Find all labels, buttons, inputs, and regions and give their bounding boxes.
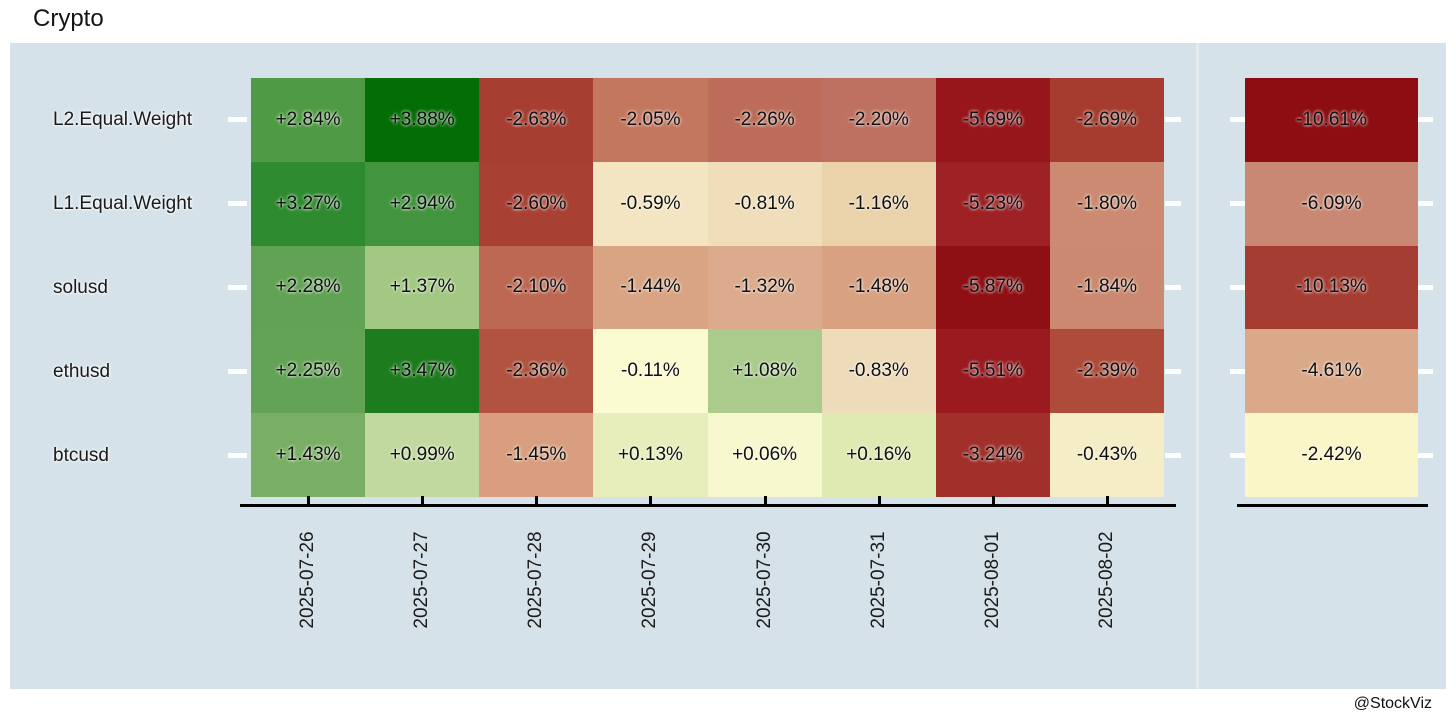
heatmap-cell: +2.94%: [365, 161, 480, 246]
x-axis-label: 2025-08-01: [982, 531, 1003, 629]
heatmap-cell: +2.84%: [251, 78, 366, 162]
heatmap-cell: +0.06%: [707, 413, 822, 497]
row-label-btcusd: btcusd: [53, 445, 109, 466]
y-axis-tick: [1230, 285, 1245, 290]
heatmap-cell: -5.51%: [935, 329, 1050, 414]
x-axis-tick: [535, 496, 538, 504]
heatmap-cell: +2.25%: [251, 329, 366, 414]
y-axis-tick: [228, 201, 247, 206]
x-axis-label: 2025-07-29: [639, 531, 660, 629]
heatmap-cell: +3.47%: [365, 329, 480, 414]
heatmap-cell: +1.08%: [707, 329, 822, 414]
x-axis-tick: [992, 496, 995, 504]
y-axis-tick: [1165, 117, 1181, 122]
y-axis-tick: [1165, 369, 1181, 374]
heatmap-grid: +2.84% +3.88% -2.63% -2.05% -2.26% -2.20…: [251, 78, 1164, 497]
y-axis-tick: [1165, 201, 1181, 206]
heatmap-cell: -1.44%: [593, 245, 708, 330]
x-axis-tick: [307, 496, 310, 504]
x-axis-label: 2025-08-02: [1096, 531, 1117, 629]
x-axis-tick: [421, 496, 424, 504]
y-axis-tick: [228, 453, 247, 458]
summary-cell: -6.09%: [1245, 161, 1418, 246]
row-label-l1-equal-weight: L1.Equal.Weight: [53, 193, 193, 214]
heatmap-cell: -5.23%: [935, 161, 1050, 246]
heatmap-cell: -1.45%: [479, 413, 594, 497]
heatmap-cell: -2.36%: [479, 329, 594, 414]
y-axis-tick: [1230, 369, 1245, 374]
heatmap-cell: -0.11%: [593, 329, 708, 414]
y-axis-tick: [1418, 453, 1433, 458]
heatmap-cell: -1.84%: [1049, 245, 1164, 330]
heatmap-cell: -1.80%: [1049, 161, 1164, 246]
summary-cell: -10.61%: [1245, 78, 1418, 162]
chart-title: Crypto: [33, 5, 104, 32]
y-axis-tick: [228, 117, 247, 122]
y-axis-tick: [228, 369, 247, 374]
x-axis-label: 2025-07-27: [411, 531, 432, 629]
y-axis-tick: [1165, 453, 1181, 458]
heatmap-cell: -2.20%: [821, 78, 936, 162]
heatmap-cell: -2.39%: [1049, 329, 1164, 414]
x-axis-label: 2025-07-31: [868, 531, 889, 629]
row-label-l2-equal-weight: L2.Equal.Weight: [53, 109, 193, 130]
heatmap-cell: +0.99%: [365, 413, 480, 497]
heatmap-cell: -1.32%: [707, 245, 822, 330]
x-axis-label: 2025-07-30: [754, 531, 775, 629]
heatmap-cell: -2.60%: [479, 161, 594, 246]
x-axis-tick: [764, 496, 767, 504]
heatmap-cell: -0.83%: [821, 329, 936, 414]
y-axis-tick: [1418, 201, 1433, 206]
heatmap-cell: -0.81%: [707, 161, 822, 246]
watermark: @StockViz: [1353, 695, 1432, 712]
chart-panel: L2.Equal.Weight L1.Equal.Weight solusd e…: [10, 43, 1446, 689]
heatmap-cell: +0.13%: [593, 413, 708, 497]
heatmap-cell: -0.43%: [1049, 413, 1164, 497]
heatmap-cell: -2.26%: [707, 78, 822, 162]
y-axis-tick: [1230, 201, 1245, 206]
facet-divider: [1196, 43, 1199, 689]
heatmap-cell: +0.16%: [821, 413, 936, 497]
heatmap-cell: +1.43%: [251, 413, 366, 497]
y-axis-tick: [1418, 369, 1433, 374]
summary-cell: -10.13%: [1245, 245, 1418, 330]
x-axis-tick: [1106, 496, 1109, 504]
heatmap-cell: -3.24%: [935, 413, 1050, 497]
heatmap-cell: -2.10%: [479, 245, 594, 330]
y-axis-tick: [1165, 285, 1181, 290]
heatmap-cell: -1.16%: [821, 161, 936, 246]
heatmap-cell: +3.27%: [251, 161, 366, 246]
y-axis-tick: [1418, 285, 1433, 290]
summary-cell: -2.42%: [1245, 413, 1418, 497]
heatmap-cell: -2.05%: [593, 78, 708, 162]
y-axis-tick: [1418, 117, 1433, 122]
x-axis-line-summary: [1237, 504, 1428, 507]
y-axis-tick: [228, 285, 247, 290]
row-label-ethusd: ethusd: [53, 361, 111, 382]
heatmap-cell: +3.88%: [365, 78, 480, 162]
x-axis-tick: [649, 496, 652, 504]
heatmap-cell: -5.87%: [935, 245, 1050, 330]
heatmap-cell: -0.59%: [593, 161, 708, 246]
heatmap-cell: -1.48%: [821, 245, 936, 330]
heatmap-cell: -5.69%: [935, 78, 1050, 162]
heatmap-cell: +1.37%: [365, 245, 480, 330]
summary-column: -10.61% -6.09% -10.13% -4.61% -2.42%: [1245, 78, 1418, 497]
y-axis-tick: [1230, 117, 1245, 122]
heatmap-cell: -2.63%: [479, 78, 594, 162]
heatmap-cell: -2.69%: [1049, 78, 1164, 162]
heatmap-cell: +2.28%: [251, 245, 366, 330]
x-axis-tick: [878, 496, 881, 504]
row-label-solusd: solusd: [53, 277, 108, 298]
summary-cell: -4.61%: [1245, 329, 1418, 414]
x-axis-label: 2025-07-26: [297, 531, 318, 629]
x-axis-line-main: [240, 504, 1176, 507]
y-axis-tick: [1230, 453, 1245, 458]
x-axis-label: 2025-07-28: [525, 531, 546, 629]
